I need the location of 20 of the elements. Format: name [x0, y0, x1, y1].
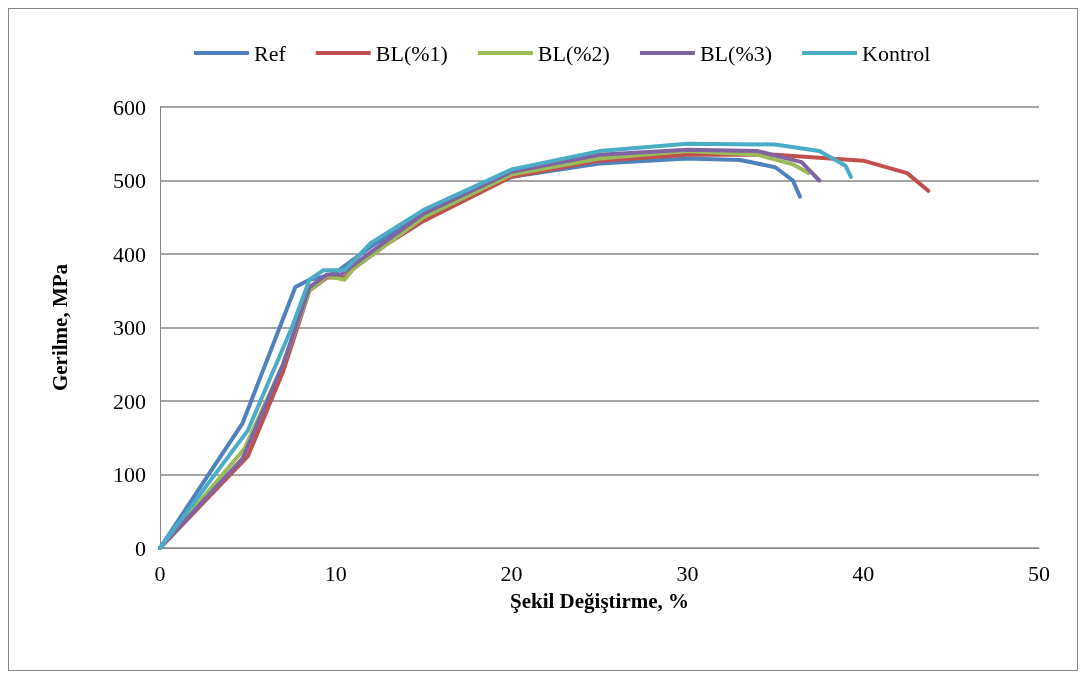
y-tick-label: 100 [113, 462, 146, 487]
x-tick-label: 30 [676, 560, 699, 586]
x-tick-label: 0 [154, 560, 166, 586]
y-tick-label: 400 [113, 241, 146, 267]
legend-label: Ref [254, 40, 287, 66]
x-tick-label: 50 [1028, 560, 1050, 586]
y-tick-label: 0 [135, 535, 146, 561]
legend-label: BL(%1) [375, 40, 448, 66]
y-tick-label: 500 [113, 168, 146, 193]
x-tick-label: 20 [500, 560, 523, 586]
y-tick-label: 200 [113, 388, 146, 414]
legend-label: Kontrol [862, 40, 931, 66]
y-tick-label: 600 [113, 94, 146, 120]
legend-label: BL(%3) [699, 40, 773, 66]
y-tick-label: 300 [113, 315, 146, 340]
y-axis-title: Gerilme, MPa [47, 263, 72, 392]
x-tick-label: 10 [324, 560, 347, 586]
legend-label: BL(%2) [537, 40, 610, 66]
x-axis-title: Şekil Değiştirme, % [509, 588, 690, 613]
x-tick-label: 40 [852, 560, 875, 586]
